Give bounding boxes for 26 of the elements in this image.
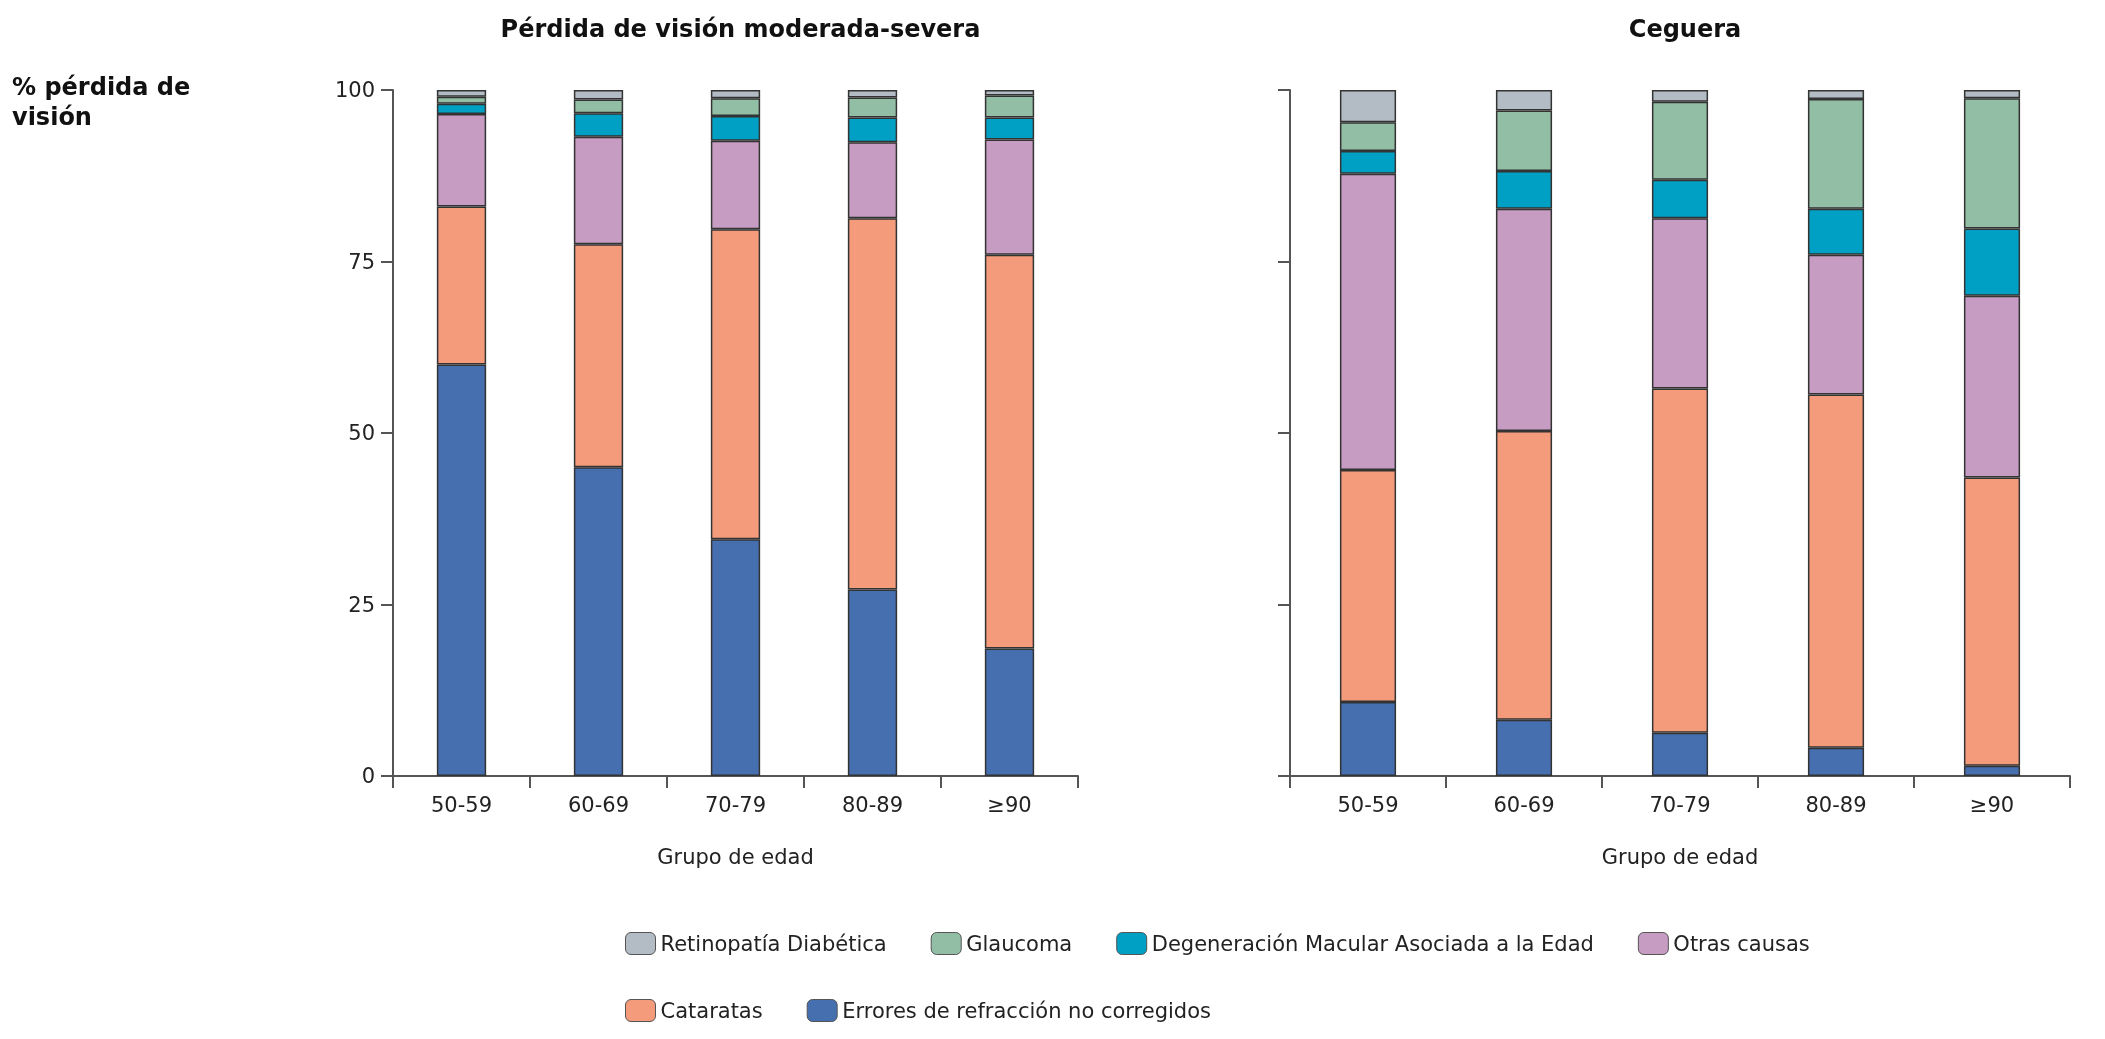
x-tick-label: 50-59 bbox=[1337, 792, 1399, 817]
x-tick-label: 80-89 bbox=[1805, 792, 1867, 817]
legend-label: Glaucoma bbox=[966, 931, 1073, 956]
x-tick-label: 80-89 bbox=[841, 792, 904, 817]
x-tick-label: ≥90 bbox=[1969, 792, 2015, 817]
x-tick-label: 60-69 bbox=[567, 792, 630, 817]
y-tick-label: 25 bbox=[348, 592, 375, 617]
legend-label: Cataratas bbox=[660, 998, 763, 1023]
y-tick-label: 100 bbox=[334, 78, 375, 102]
y-tick-label: 75 bbox=[348, 249, 375, 274]
x-tick-label: ≥90 bbox=[987, 792, 1032, 817]
y-axis-title: % pérdida de visión bbox=[12, 73, 199, 131]
y-tick-label: 50 bbox=[348, 421, 375, 445]
x-tick-label: 50-59 bbox=[430, 792, 493, 817]
chart-title: Ceguera bbox=[1628, 15, 1742, 43]
x-tick-label: 70-79 bbox=[704, 792, 767, 817]
x-tick-label: 70-79 bbox=[1649, 792, 1711, 817]
x-tick-label: 60-69 bbox=[1493, 792, 1555, 817]
chart-title: Pérdida de visión moderada-severa bbox=[500, 15, 981, 43]
legend-label: Otras causas bbox=[1673, 931, 1810, 956]
legend-label: Degeneración Macular Asociada a la Edad bbox=[1151, 931, 1594, 956]
x-axis-title: Grupo de edad bbox=[1601, 844, 1759, 869]
legend-label: Retinopatía Diabética bbox=[660, 931, 887, 956]
legend-label: Errores de refracción no corregidos bbox=[842, 998, 1211, 1023]
y-tick-label: 0 bbox=[361, 764, 375, 788]
x-axis-title: Grupo de edad bbox=[657, 844, 814, 869]
